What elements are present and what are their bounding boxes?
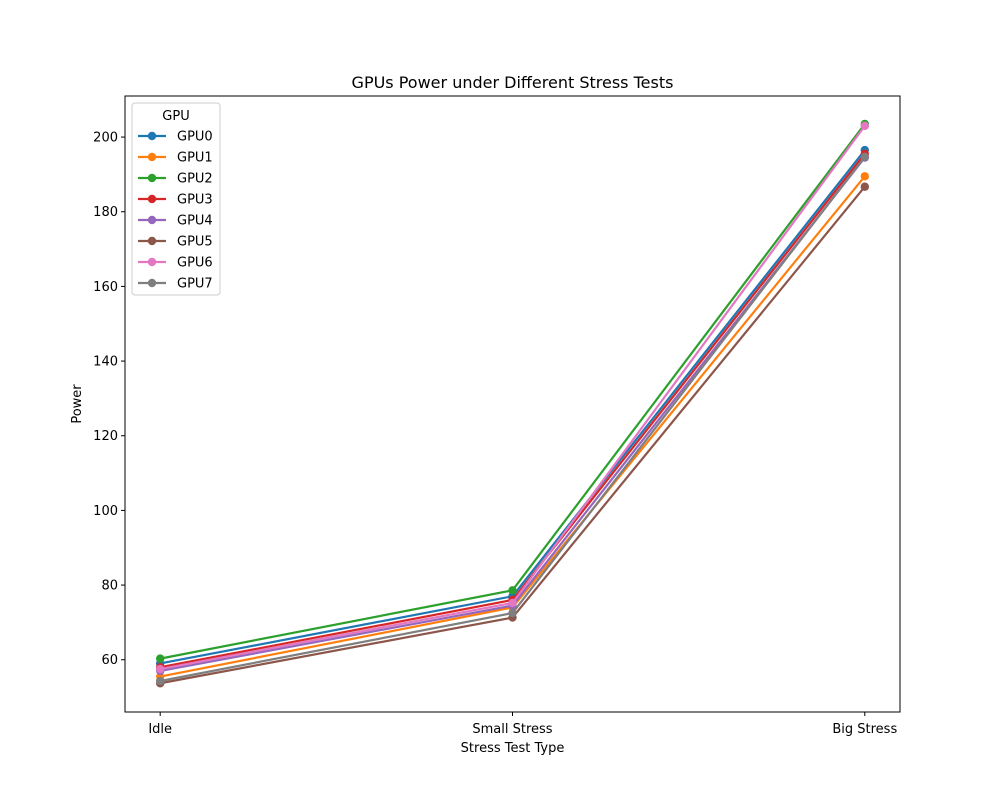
legend-label: GPU1 [177,151,213,166]
legend-label: GPU6 [177,256,213,271]
x-tick-label: Small Stress [472,722,552,737]
x-axis-label: Stress Test Type [461,741,565,756]
legend-marker [147,236,157,246]
x-axis: Idle Small Stress Big Stress [148,712,897,737]
data-point [156,664,165,674]
x-tick-label: Idle [148,722,172,737]
legend-box [131,102,221,296]
legend-marker [147,257,157,267]
y-tick-label: 80 [101,579,118,594]
legend-item-gpu1: GPU1 [138,151,213,166]
legend-label: GPU2 [177,172,213,187]
y-tick-label: 160 [93,280,118,295]
y-tick-label: 200 [93,131,118,146]
chart-title: GPUs Power under Different Stress Tests [352,73,674,92]
data-point [860,152,869,162]
legend: GPU GPU0 GPU1 GPU2 GPU3 GPU4 GPU5 GPU6 GPU7 [131,102,221,296]
series-line [159,123,866,660]
legend-marker [147,173,157,183]
data-point [860,121,869,131]
legend-title: GPU [162,109,189,124]
legend-item-gpu7: GPU7 [138,277,213,292]
legend-item-gpu3: GPU3 [138,193,213,208]
data-point [156,654,165,663]
series-gpu6 [156,121,869,674]
legend-marker [147,278,157,288]
legend-marker [147,131,157,141]
legend-label: GPU5 [177,235,213,250]
y-tick-label: 100 [93,504,118,519]
legend-item-gpu5: GPU5 [138,235,213,250]
y-axis-label: Power [70,384,85,424]
legend-label: GPU4 [177,214,213,229]
data-point [860,182,869,191]
plot-area [156,119,869,688]
y-axis: 60 80 100 120 140 160 180 200 [93,131,125,668]
legend-marker [147,152,157,162]
data-point [508,608,517,618]
y-tick-label: 180 [93,205,118,220]
series-gpu2 [156,119,869,663]
legend-item-gpu0: GPU0 [138,130,213,145]
data-point [156,676,165,686]
legend-items: GPU0 GPU1 GPU2 GPU3 GPU4 GPU5 GPU6 GPU7 [138,130,213,292]
legend-marker [147,194,157,204]
y-tick-label: 140 [93,355,118,370]
legend-label: GPU7 [177,277,213,292]
y-tick-label: 120 [93,429,118,444]
data-point [508,598,517,608]
legend-item-gpu4: GPU4 [138,214,213,229]
legend-label: GPU0 [177,130,213,145]
x-tick-label: Big Stress [832,722,897,737]
legend-item-gpu6: GPU6 [138,256,213,271]
series-gpu7 [156,152,869,686]
legend-marker [147,215,157,225]
y-tick-label: 60 [101,653,118,668]
data-point [508,586,517,595]
data-point [860,172,869,181]
legend-label: GPU3 [177,193,213,208]
legend-item-gpu2: GPU2 [138,172,213,187]
